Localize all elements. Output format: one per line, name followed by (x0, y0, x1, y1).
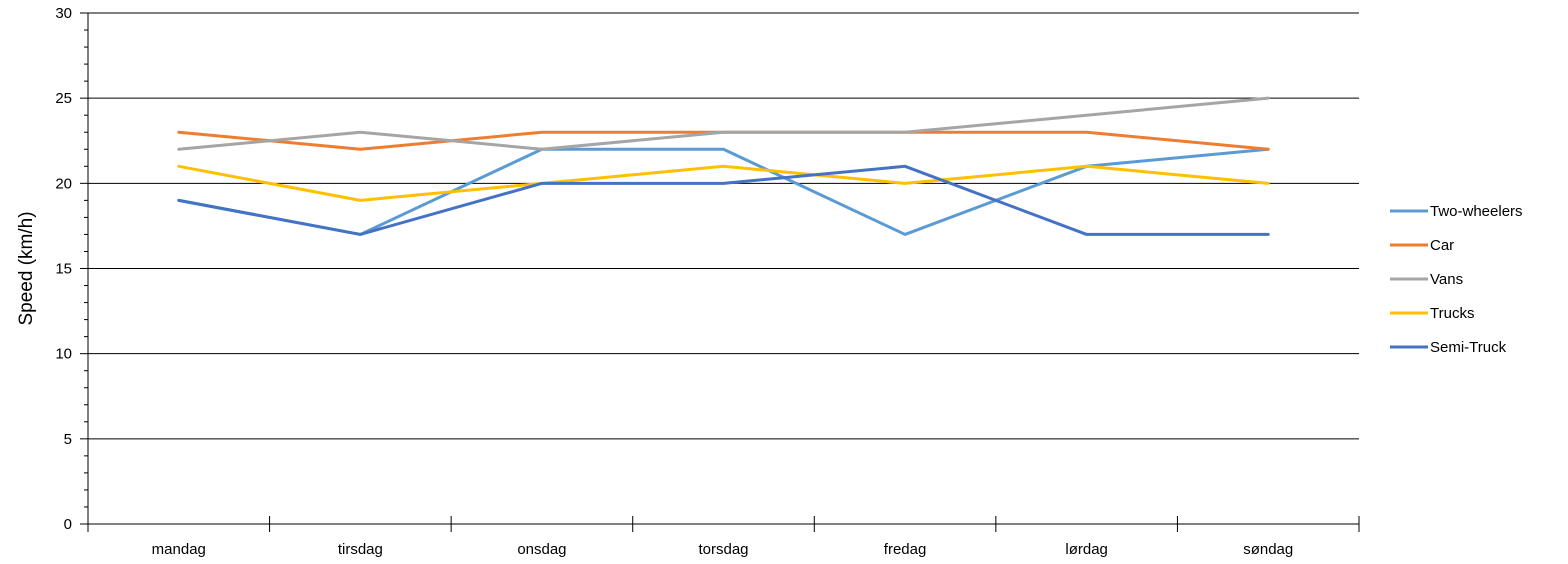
y-tick-label: 15 (55, 261, 72, 278)
y-axis-title: Speed (km/h) (16, 211, 37, 325)
x-tick-label: tirsdag (338, 541, 383, 558)
legend-label-semi-truck: Semi-Truck (1430, 339, 1507, 356)
x-tick-label: søndag (1243, 541, 1293, 558)
y-tick-label: 30 (55, 5, 72, 22)
y-tick-label: 10 (55, 346, 72, 363)
axes (80, 12, 1360, 532)
x-tick-label: onsdag (517, 541, 566, 558)
gridlines (88, 12, 1359, 440)
tick-labels: 0 5 10 15 20 25 30 mandag tirsdag onsdag torsdag fr… (55, 5, 1293, 558)
data-series (177, 96, 1270, 236)
x-tick-label: torsdag (698, 541, 748, 558)
x-tick-label: fredag (884, 541, 927, 558)
legend-label-two-wheelers: Two-wheelers (1430, 203, 1523, 220)
legend: Two-wheelers Car Vans Trucks Semi-Truck (1390, 203, 1523, 356)
series-line-two-wheelers (177, 147, 1270, 236)
legend-label-vans: Vans (1430, 271, 1463, 288)
series-line-trucks (177, 164, 1270, 202)
y-tick-label: 0 (64, 516, 72, 533)
y-tick-label: 25 (55, 90, 72, 107)
legend-label-trucks: Trucks (1430, 305, 1474, 322)
series-line-vans (177, 96, 1270, 151)
x-tick-label: mandag (152, 541, 206, 558)
x-tick-label: lørdag (1065, 541, 1108, 558)
legend-label-car: Car (1430, 237, 1454, 254)
series-line-semi-truck (177, 164, 1270, 236)
y-tick-label: 20 (55, 175, 72, 192)
y-tick-label: 5 (64, 431, 72, 448)
